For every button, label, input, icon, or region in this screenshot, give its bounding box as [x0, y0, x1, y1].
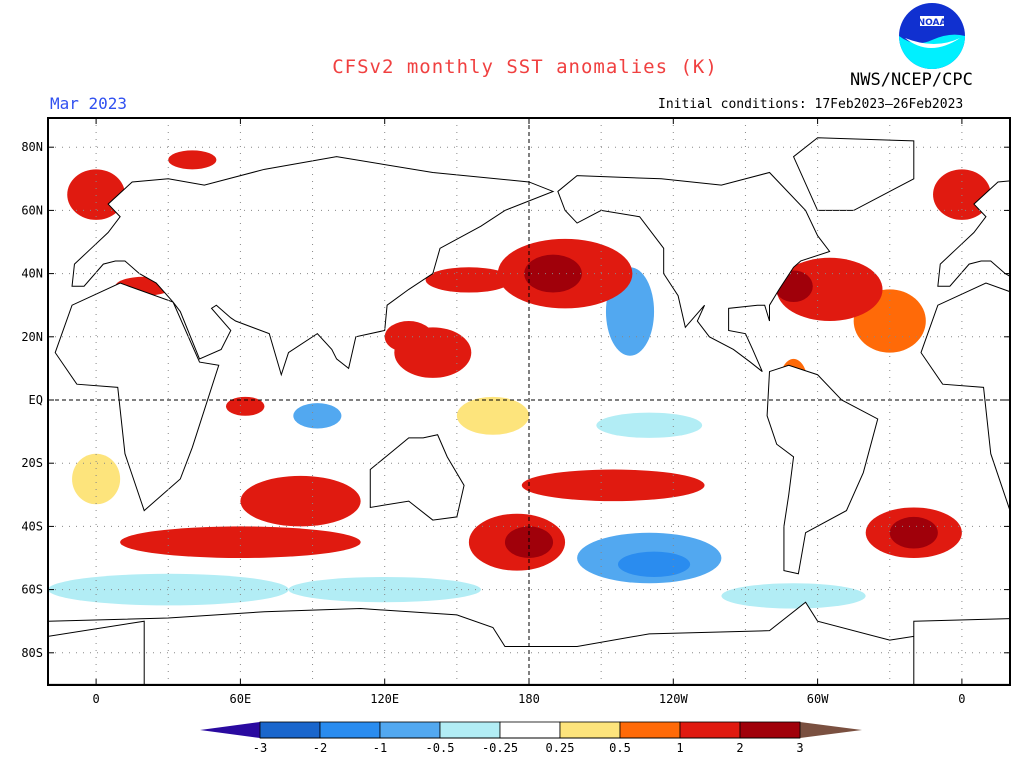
- lon-label: 0: [958, 692, 965, 706]
- land-antarctica: [48, 620, 145, 685]
- anomaly-region: [889, 516, 938, 549]
- lon-label: 120W: [659, 692, 689, 706]
- lat-label: 80N: [21, 140, 43, 154]
- colorbar-over-arrow: [800, 722, 862, 738]
- colorbar-bin: [319, 721, 381, 739]
- colorbar-label: 1: [676, 741, 683, 755]
- anomaly-region: [721, 583, 866, 609]
- anomaly-region: [596, 412, 703, 438]
- lat-label: 80S: [21, 646, 43, 660]
- lat-label: 60N: [21, 203, 43, 217]
- lon-label: 120E: [370, 692, 399, 706]
- colorbar-bin: [739, 721, 801, 739]
- colorbar-label: -0.5: [426, 741, 455, 755]
- colorbar-label: 0.5: [609, 741, 631, 755]
- lon-label: 0: [92, 692, 99, 706]
- colorbar-bin: [259, 721, 321, 739]
- colorbar-bin: [499, 721, 561, 739]
- anomaly-region: [240, 475, 361, 527]
- anomaly-region: [521, 469, 705, 502]
- lat-label: EQ: [29, 393, 43, 407]
- forecast-month: Mar 2023: [50, 94, 128, 113]
- land-africa: [54, 282, 220, 512]
- anomaly-region: [225, 396, 265, 416]
- anomaly-region: [617, 551, 691, 577]
- agency-label: NWS/NCEP/CPC: [850, 70, 973, 90]
- anomaly-region: [120, 526, 361, 558]
- land-south-america: [0, 365, 12, 574]
- colorbar-label: 2: [736, 741, 743, 755]
- land-north-america: [557, 171, 831, 372]
- anomaly-region: [504, 526, 554, 558]
- anomaly-region: [524, 254, 582, 293]
- lat-label: 40S: [21, 519, 43, 533]
- land-south-america: [766, 364, 879, 575]
- land-eurasia: [937, 180, 1010, 287]
- colorbar-bin: [679, 721, 741, 739]
- colorbar-label: -0.25: [482, 741, 518, 755]
- anomaly-region: [293, 403, 342, 429]
- colorbar-bin: [379, 721, 441, 739]
- lat-label: 20S: [21, 456, 43, 470]
- anomaly-region: [48, 573, 289, 606]
- colorbar-bin: [619, 721, 681, 739]
- anomaly-region: [72, 453, 121, 505]
- lat-label: 60S: [21, 583, 43, 597]
- land-greenland: [792, 137, 915, 211]
- lon-label: 60W: [807, 692, 829, 706]
- colorbar-label: 0.25: [546, 741, 575, 755]
- initial-conditions: Initial conditions: 17Feb2023–26Feb2023: [658, 97, 964, 112]
- colorbar-label: -1: [373, 741, 387, 755]
- lat-label: 20N: [21, 330, 43, 344]
- colorbar-bin: [439, 721, 501, 739]
- colorbar-under-arrow: [200, 722, 260, 738]
- lon-label: 60E: [230, 692, 252, 706]
- colorbar-label: 3: [796, 741, 803, 755]
- anomaly-region: [456, 396, 529, 435]
- chart-title: CFSv2 monthly SST anomalies (K): [332, 56, 718, 78]
- colorbar-bin: [559, 721, 621, 739]
- land-australia: [369, 434, 465, 521]
- anomaly-region: [168, 150, 217, 170]
- anomaly-region: [425, 267, 513, 293]
- land-antarctica: [913, 618, 1010, 685]
- colorbar-label: -3: [253, 741, 267, 755]
- land-antarctica: [48, 601, 1010, 685]
- lat-label: 40N: [21, 267, 43, 281]
- anomaly-region: [384, 321, 433, 353]
- lon-label: 180: [518, 692, 540, 706]
- colorbar-label: -2: [313, 741, 327, 755]
- land-africa: [920, 282, 1010, 512]
